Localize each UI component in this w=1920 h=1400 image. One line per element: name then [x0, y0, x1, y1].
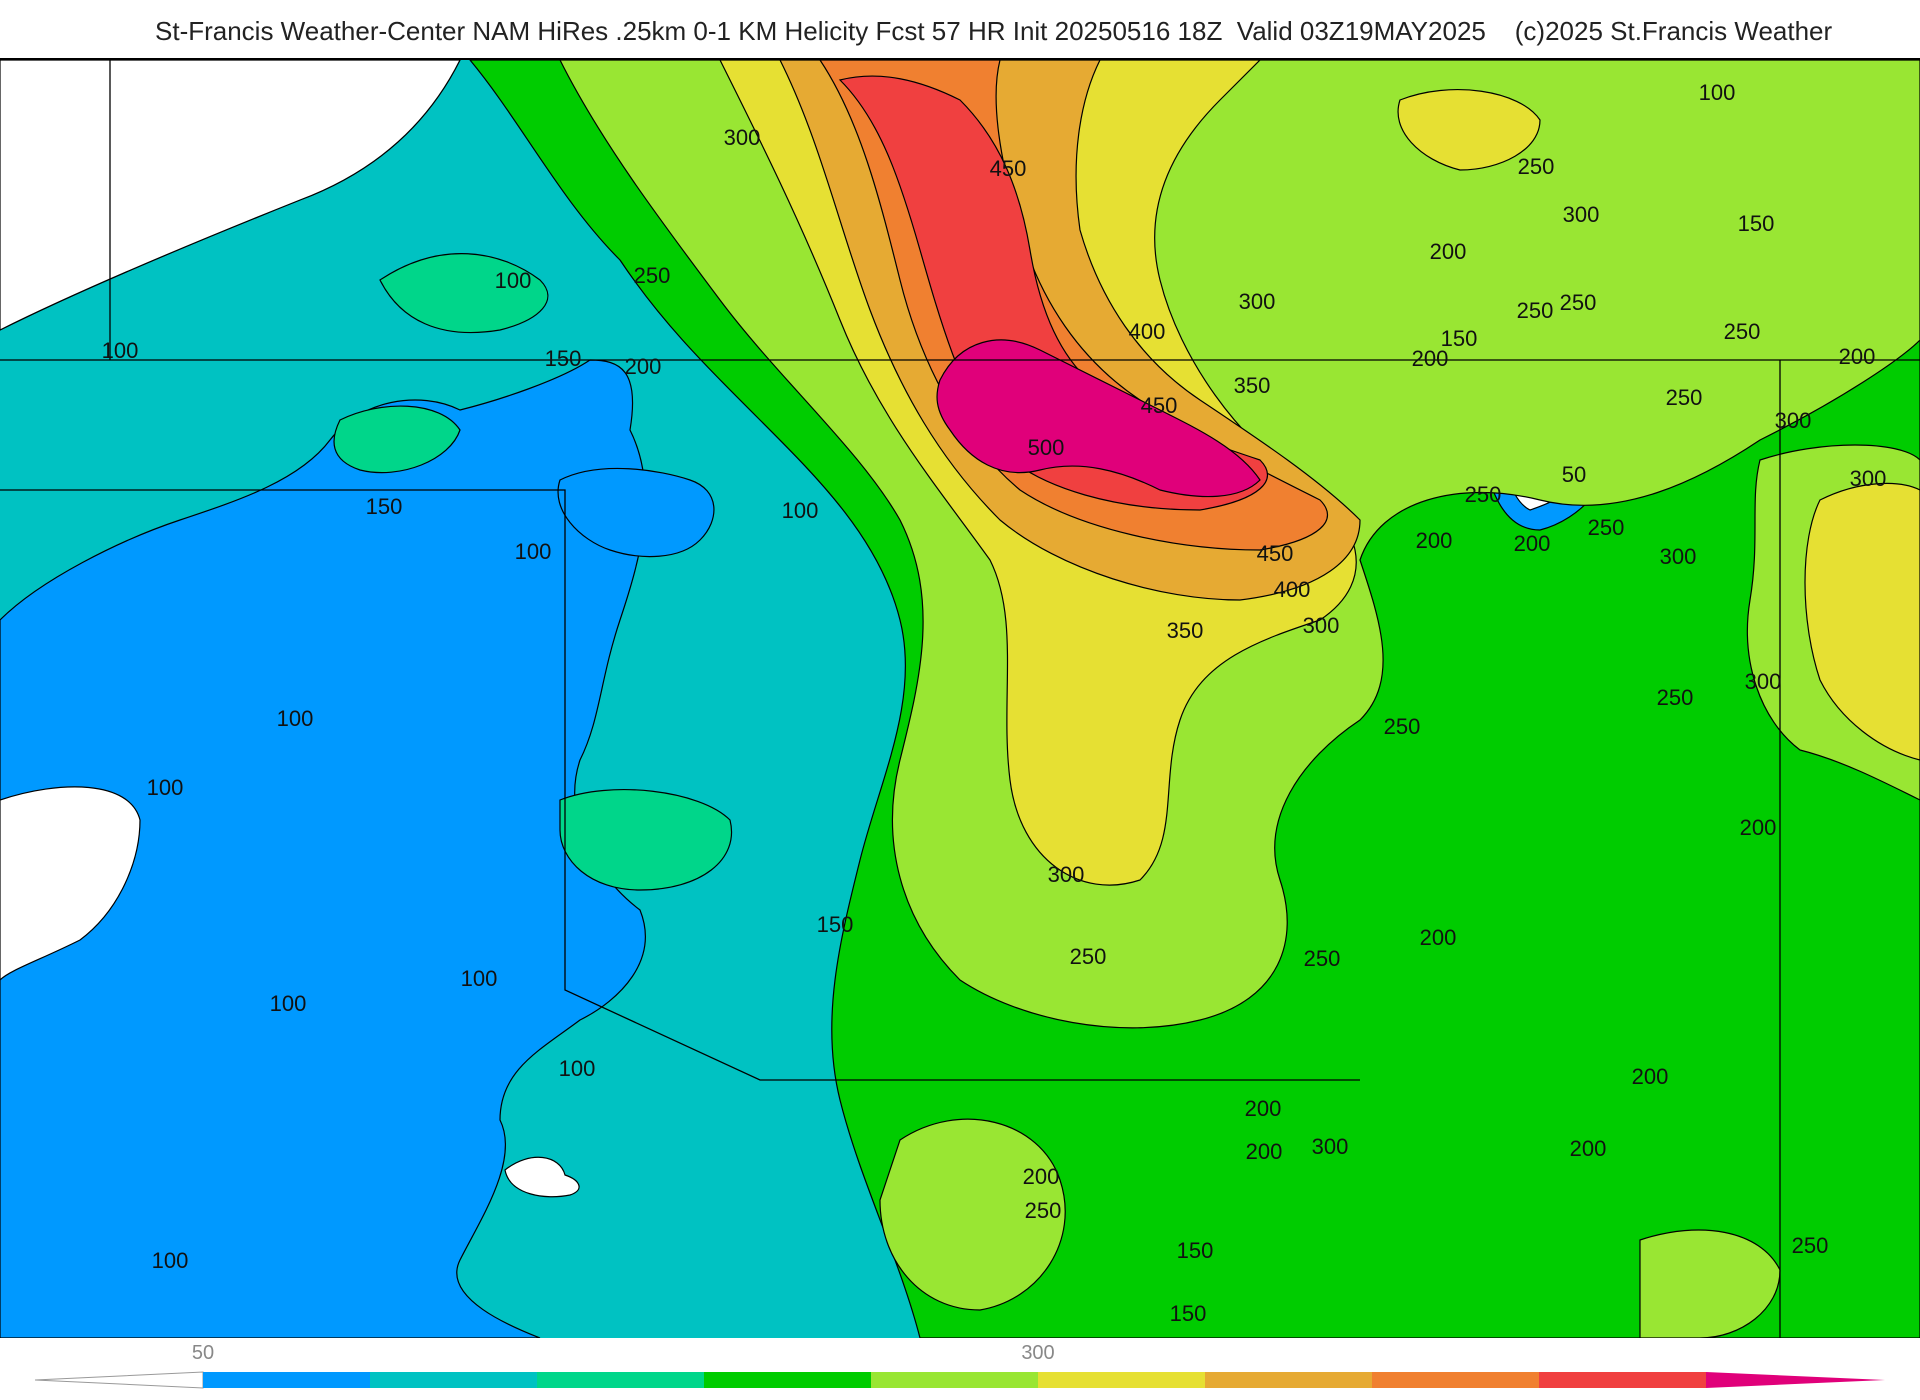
- contour-label: 400: [1274, 577, 1311, 602]
- colorbar-under-arrow: [34, 1371, 204, 1389]
- helicity-band-300: [1804, 482, 1920, 761]
- contour-label: 300: [1048, 862, 1085, 887]
- helicity-band-150: [559, 788, 733, 891]
- colorbar: 50 300: [0, 1338, 1920, 1400]
- contour-label: 100: [102, 338, 139, 363]
- contour-label: 450: [990, 156, 1027, 181]
- contour-label: 250: [1465, 482, 1502, 507]
- contour-label: 200: [1740, 815, 1777, 840]
- contour-label: 100: [147, 775, 184, 800]
- missing-data-area: [504, 1156, 580, 1198]
- colorbar-over-arrow: [1706, 1372, 1885, 1388]
- contour-label: 100: [461, 966, 498, 991]
- colorbar-tick-label: 300: [1021, 1342, 1055, 1364]
- contour-label: 200: [1632, 1064, 1669, 1089]
- contour-label: 450: [1141, 393, 1178, 418]
- contour-label: 200: [1245, 1096, 1282, 1121]
- helicity-band-500: [936, 339, 1261, 498]
- contour-label: 150: [545, 346, 582, 371]
- contour-label: 100: [515, 539, 552, 564]
- contour-label: 300: [1563, 202, 1600, 227]
- contour-label: 350: [1234, 373, 1271, 398]
- contour-label: 300: [1850, 466, 1887, 491]
- contour-label: 250: [1792, 1233, 1829, 1258]
- contour-label: 100: [782, 498, 819, 523]
- missing-data-area: [0, 60, 461, 331]
- contour-label: 100: [277, 706, 314, 731]
- contour-label: 300: [724, 125, 761, 150]
- contour-label: 250: [1304, 946, 1341, 971]
- contour-label: 250: [1518, 154, 1555, 179]
- contour-label: 150: [1738, 211, 1775, 236]
- colorbar-segment: [1205, 1372, 1372, 1388]
- helicity-map: 100 100 100 100 100 100 100 100 100 100 100 150 150 1…: [0, 60, 1920, 1338]
- contour-label: 250: [1666, 385, 1703, 410]
- contour-label: 350: [1167, 618, 1204, 643]
- helicity-band-100: [0, 359, 646, 1338]
- contour-label: 200: [1839, 344, 1876, 369]
- contour-label: 150: [366, 494, 403, 519]
- helicity-band-100: [557, 467, 715, 558]
- contour-label: 250: [634, 263, 671, 288]
- contour-labels: 100 100 100 100 100 100 100 100 100 100 100 150 150 1…: [102, 80, 1887, 1326]
- map-panel: 100 100 100 100 100 100 100 100 100 100 100 150 150 1…: [0, 58, 1920, 1338]
- helicity-band-450: [838, 75, 1269, 511]
- helicity-band-250: [879, 1118, 1066, 1311]
- colorbar-segment: [1372, 1372, 1539, 1388]
- contour-label: 200: [1416, 528, 1453, 553]
- helicity-band-150: [379, 253, 549, 334]
- contour-label: 250: [1070, 944, 1107, 969]
- contour-label: 200: [1246, 1139, 1283, 1164]
- contour-label: 250: [1588, 515, 1625, 540]
- colorbar-ramp: [34, 1371, 1885, 1389]
- contour-label: 200: [1023, 1164, 1060, 1189]
- contour-label: 250: [1657, 685, 1694, 710]
- contour-label: 150: [1170, 1301, 1207, 1326]
- contour-label: 300: [1312, 1134, 1349, 1159]
- colorbar-tick-label: 50: [191, 1342, 215, 1364]
- contour-label: 450: [1257, 541, 1294, 566]
- contour-label: 250: [1384, 714, 1421, 739]
- contour-label: 150: [1441, 326, 1478, 351]
- contour-label: 400: [1129, 319, 1166, 344]
- contour-label: 100: [270, 991, 307, 1016]
- colorbar-segment: [871, 1372, 1038, 1388]
- contour-label: 200: [1514, 531, 1551, 556]
- contour-label: 200: [1412, 346, 1449, 371]
- contour-label: 300: [1775, 408, 1812, 433]
- state-borders: [0, 60, 1920, 1338]
- contour-label: 250: [1724, 319, 1761, 344]
- helicity-band-300: [1397, 89, 1541, 171]
- contour-label: 200: [625, 354, 662, 379]
- colorbar-segment: [203, 1372, 370, 1388]
- contour-label: 300: [1239, 289, 1276, 314]
- contour-label: 300: [1745, 669, 1782, 694]
- contour-label: 100: [559, 1056, 596, 1081]
- contour-label: 150: [1177, 1238, 1214, 1263]
- contour-label: 250: [1025, 1198, 1062, 1223]
- colorbar-segment: [1038, 1372, 1205, 1388]
- contour-label: 250: [1517, 298, 1554, 323]
- helicity-band-150: [333, 405, 461, 474]
- colorbar-segment: [1539, 1372, 1706, 1388]
- contour-label: 300: [1303, 613, 1340, 638]
- contour-label: 500: [1028, 435, 1065, 460]
- contour-label: 200: [1420, 925, 1457, 950]
- colorbar-segment: [537, 1372, 704, 1388]
- missing-data-area: [0, 786, 141, 981]
- contour-label: 50: [1562, 462, 1586, 487]
- contour-label: 150: [817, 912, 854, 937]
- colorbar-segment: [370, 1372, 537, 1388]
- contour-label: 100: [152, 1248, 189, 1273]
- contour-label: 100: [1699, 80, 1736, 105]
- map-title: St-Francis Weather-Center NAM HiRes .25k…: [155, 16, 1833, 46]
- contour-label: 200: [1570, 1136, 1607, 1161]
- contour-label: 250: [1560, 290, 1597, 315]
- colorbar-segment: [704, 1372, 871, 1388]
- contour-label: 100: [495, 268, 532, 293]
- contour-label: 200: [1430, 239, 1467, 264]
- contour-label: 300: [1660, 544, 1697, 569]
- title-bar: St-Francis Weather-Center NAM HiRes .25k…: [0, 0, 1920, 58]
